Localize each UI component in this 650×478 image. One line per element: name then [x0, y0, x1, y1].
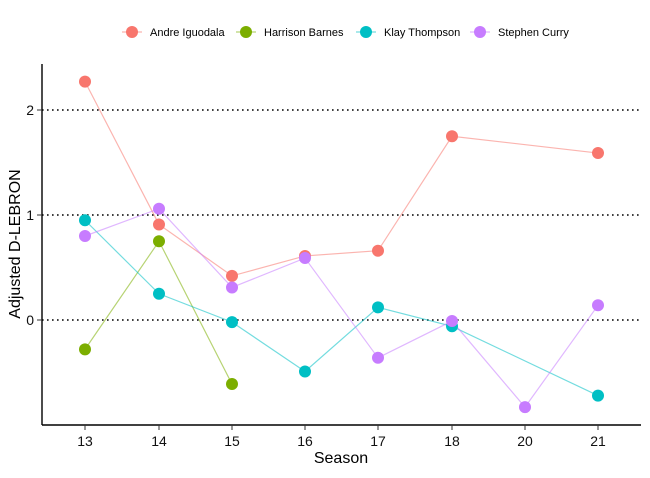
legend-key-marker — [240, 26, 252, 38]
data-point-stephen-curry-15 — [226, 281, 238, 294]
data-point-stephen-curry-17 — [372, 351, 384, 364]
axes: 13 14 15 16 17 18 20 21 0 1 2 — [26, 64, 641, 449]
y-axis-title: Adjusted D-LEBRON — [7, 169, 24, 318]
legend-item-harrison-barnes: Harrison Barnes — [236, 26, 344, 39]
x-tick-label-16: 16 — [297, 433, 313, 449]
data-point-andre-iguodala-18 — [446, 130, 458, 143]
series-line-harrison-barnes — [84, 240, 233, 385]
x-tick-label-14: 14 — [151, 433, 167, 449]
data-point-stephen-curry-16 — [299, 252, 311, 265]
data-point-klay-thompson-13 — [79, 214, 91, 227]
data-point-andre-iguodala-14 — [153, 218, 165, 231]
data-point-stephen-curry-18 — [446, 315, 458, 328]
legend-item-klay-thompson: Klay Thompson — [356, 26, 460, 39]
data-point-andre-iguodala-21 — [592, 147, 604, 160]
data-point-klay-thompson-16 — [299, 365, 311, 378]
data-point-klay-thompson-21 — [592, 389, 604, 402]
data-point-andre-iguodala-13 — [79, 75, 91, 88]
y-tick-label-1: 1 — [26, 207, 34, 223]
data-point-klay-thompson-15 — [226, 316, 238, 329]
data-point-klay-thompson-17 — [372, 301, 384, 314]
x-tick-label-20: 20 — [517, 433, 533, 449]
data-point-klay-thompson-14 — [153, 287, 165, 300]
data-point-andre-iguodala-15 — [226, 269, 238, 282]
legend-key-marker — [474, 26, 486, 38]
data-point-harrison-barnes-14 — [153, 235, 165, 248]
x-axis-title: Season — [314, 450, 368, 467]
legend: Andre Iguodala Harrison Barnes Klay Thomps… — [122, 26, 569, 39]
data-point-stephen-curry-21 — [592, 299, 604, 312]
y-tick-label-0: 0 — [26, 312, 34, 328]
legend-item-andre-iguodala: Andre Iguodala — [122, 26, 225, 39]
legend-key-marker — [126, 26, 138, 38]
legend-key-marker — [360, 26, 372, 38]
legend-label: Harrison Barnes — [264, 27, 344, 39]
data-point-harrison-barnes-13 — [79, 343, 91, 356]
data-point-andre-iguodala-17 — [372, 244, 384, 257]
series-line-stephen-curry — [84, 207, 599, 409]
x-tick-label-17: 17 — [370, 433, 386, 449]
data-point-stephen-curry-13 — [79, 230, 91, 242]
legend-item-stephen-curry: Stephen Curry — [470, 26, 569, 39]
reference-lines — [42, 109, 641, 321]
x-tick-label-18: 18 — [444, 433, 460, 449]
data-point-stephen-curry-20 — [519, 401, 531, 414]
legend-label: Stephen Curry — [498, 27, 569, 39]
x-tick-label-13: 13 — [77, 433, 93, 449]
x-tick-label-21: 21 — [590, 433, 606, 449]
series-points — [79, 75, 604, 414]
data-point-stephen-curry-14 — [153, 202, 165, 215]
x-tick-label-15: 15 — [224, 433, 240, 449]
data-point-harrison-barnes-15 — [226, 378, 238, 391]
legend-label: Andre Iguodala — [150, 27, 225, 39]
legend-label: Klay Thompson — [384, 27, 460, 39]
y-tick-label-2: 2 — [26, 102, 34, 118]
